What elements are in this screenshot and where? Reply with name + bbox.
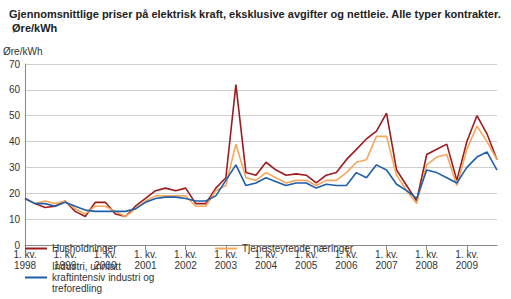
svg-text:kraftintensiv industri og: kraftintensiv industri og	[52, 272, 157, 283]
svg-text:2006: 2006	[335, 260, 358, 271]
svg-text:Industri, unntatt: Industri, unntatt	[52, 261, 124, 272]
svg-text:treforedling: treforedling	[52, 283, 102, 294]
svg-text:Husholdninger: Husholdninger	[52, 243, 117, 254]
svg-text:30: 30	[9, 162, 21, 173]
svg-text:2009: 2009	[456, 260, 479, 271]
svg-text:10: 10	[9, 214, 21, 225]
svg-text:2007: 2007	[375, 260, 398, 271]
svg-text:2005: 2005	[295, 260, 318, 271]
svg-text:Gjennomsnittlige priser på ele: Gjennomsnittlige priser på elektrisk kra…	[9, 8, 501, 20]
svg-text:Øre/kWh: Øre/kWh	[3, 46, 42, 57]
svg-text:0: 0	[14, 239, 20, 251]
svg-text:1. kv.: 1. kv.	[254, 249, 278, 260]
svg-text:70: 70	[9, 59, 21, 70]
svg-text:1. kv.: 1. kv.	[334, 249, 358, 260]
svg-text:1. kv.: 1. kv.	[13, 249, 36, 260]
svg-text:1. kv.: 1. kv.	[455, 249, 478, 260]
svg-text:2003: 2003	[215, 260, 238, 271]
svg-text:1. kv.: 1. kv.	[174, 249, 197, 260]
svg-text:40: 40	[9, 136, 21, 147]
svg-text:2004: 2004	[255, 260, 278, 271]
svg-text:1. kv.: 1. kv.	[134, 249, 157, 260]
svg-text:1. kv.: 1. kv.	[294, 249, 318, 260]
svg-text:1. kv.: 1. kv.	[375, 249, 398, 260]
svg-text:20: 20	[9, 188, 21, 199]
svg-text:1. kv.: 1. kv.	[415, 249, 438, 260]
svg-text:60: 60	[9, 84, 21, 95]
svg-text:2002: 2002	[175, 260, 198, 271]
svg-text:Tjenesteytende næringer: Tjenesteytende næringer	[242, 243, 354, 254]
svg-text:2001: 2001	[134, 260, 157, 271]
svg-text:1998: 1998	[14, 260, 37, 271]
svg-text:1. kv.: 1. kv.	[214, 249, 237, 260]
svg-text:1. kv.: 1. kv.	[53, 249, 77, 260]
svg-text:50: 50	[9, 110, 21, 121]
svg-text:2008: 2008	[416, 260, 439, 271]
svg-text:1. kv.: 1. kv.	[93, 249, 117, 260]
svg-text:Øre/kWh: Øre/kWh	[9, 22, 58, 34]
